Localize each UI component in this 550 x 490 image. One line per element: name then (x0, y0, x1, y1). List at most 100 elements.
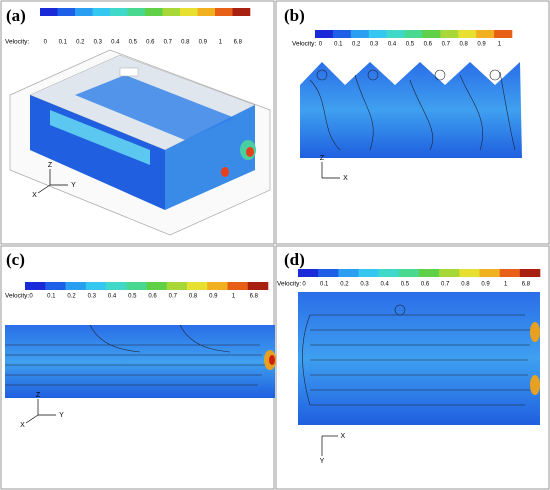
colorbar-segment (519, 269, 541, 277)
colorbar-tick: 0.4 (388, 42, 397, 48)
colorbar-segment (92, 8, 111, 16)
colorbar-tick: 0.3 (370, 42, 379, 48)
colorbar-segment (187, 282, 208, 290)
colorbar-tick: 0.6 (421, 282, 430, 288)
colorbar-segment (85, 282, 107, 290)
colorbar-tick: 0.5 (401, 282, 410, 288)
colorbar-segment (45, 282, 66, 290)
colorbar-segment (476, 30, 495, 38)
colorbar-tick: 0 (302, 282, 306, 288)
colorbar-tick: 0.7 (441, 282, 450, 288)
colorbar-tick: 0.4 (108, 294, 117, 300)
colorbar-segment (440, 30, 459, 38)
colorbar-segment (439, 269, 460, 277)
colorbar-tick: 0.2 (76, 40, 85, 46)
colorbar-segment (75, 8, 93, 16)
colorbar-tick: 0.3 (94, 40, 103, 46)
colorbar-tick: 0.9 (481, 282, 490, 288)
colorbar-segment (146, 282, 168, 290)
colorbar-tick: 6.8 (522, 282, 531, 288)
legend-title: Velocity: (277, 281, 301, 288)
colorbar-tick: 0.1 (334, 42, 343, 48)
colorbar-segment (479, 269, 500, 277)
axis-label: X (340, 433, 345, 440)
colorbar-tick: 0 (29, 294, 33, 300)
colorbar-segment (378, 269, 400, 277)
colorbar-segment (207, 282, 228, 290)
axis-label: X (32, 192, 37, 199)
axis-label: Y (320, 458, 325, 465)
colorbar-segment (180, 8, 198, 16)
legend-title: Velocity: (5, 293, 29, 300)
colorbar-segment (358, 269, 379, 277)
flow-field-d (298, 292, 540, 425)
axis-label: Z (36, 392, 41, 399)
colorbar-segment (227, 282, 249, 290)
colorbar-segment (232, 8, 251, 16)
colorbar-segment (338, 269, 359, 277)
axis-label: Y (71, 182, 76, 189)
colorbar-segment (126, 282, 147, 290)
colorbar-tick: 0 (44, 40, 48, 46)
colorbar-segment (318, 269, 339, 277)
colorbar-tick: 0.3 (88, 294, 97, 300)
colorbar-tick: 0.5 (129, 40, 138, 46)
colorbar-segment (494, 30, 513, 38)
colorbar-segment (110, 8, 128, 16)
colorbar-tick: 1 (498, 42, 502, 48)
colorbar-tick: 0.7 (164, 40, 173, 46)
colorbar-segment (499, 269, 521, 277)
axis-arrow (37, 184, 51, 194)
colorbar-tick: 6.8 (250, 294, 259, 300)
axis-label: X (20, 422, 25, 429)
colorbar-tick: 0.6 (146, 40, 155, 46)
colorbar-segment (65, 282, 87, 290)
colorbar-tick: 0.5 (128, 294, 137, 300)
colorbar-segment (166, 282, 188, 290)
colorbar-tick: 0.4 (111, 40, 120, 46)
colorbar-segment (25, 282, 46, 290)
colorbar-segment (350, 30, 370, 38)
colorbar-tick: 1 (504, 282, 508, 288)
colorbar-segment (247, 282, 269, 290)
axis-label: X (343, 175, 348, 182)
colorbar-segment (458, 30, 477, 38)
colorbar-tick: 0.5 (406, 42, 415, 48)
colorbar-tick: 0.9 (477, 42, 486, 48)
colorbar-tick: 0.2 (340, 282, 349, 288)
colorbar-segment (398, 269, 420, 277)
colorbar-tick: 0.3 (360, 282, 369, 288)
panel-label: (c) (6, 250, 25, 269)
colorbar-segment (404, 30, 423, 38)
axis-label: Z (48, 162, 53, 169)
colorbar-tick: 0.6 (424, 42, 433, 48)
flow-field-b (300, 62, 522, 158)
colorbar-tick: 0.2 (352, 42, 361, 48)
colorbar-segment (145, 8, 163, 16)
colorbar-segment (162, 8, 181, 16)
colorbar-segment (215, 8, 233, 16)
colorbar-segment (40, 8, 58, 16)
colorbar-tick: 0.7 (442, 42, 451, 48)
colorbar-segment (298, 269, 319, 277)
colorbar-segment (332, 30, 352, 38)
colorbar-segment (459, 269, 480, 277)
colorbar-tick: 0.9 (199, 40, 208, 46)
panel-label: (b) (284, 6, 305, 25)
colorbar-tick: 0.4 (381, 282, 390, 288)
colorbar-segment (57, 8, 76, 16)
colorbar-tick: 0.8 (461, 282, 470, 288)
colorbar-segment (197, 8, 216, 16)
colorbar-segment (422, 30, 441, 38)
colorbar-tick: 0.8 (181, 40, 190, 46)
colorbar-segment (127, 8, 146, 16)
colorbar-tick: 1 (219, 40, 223, 46)
colorbar-tick: 6.8 (234, 40, 243, 46)
colorbar-segment (419, 269, 440, 277)
colorbar-tick: 0.9 (209, 294, 218, 300)
colorbar-segment (106, 282, 127, 290)
flow-field-c (5, 324, 276, 398)
colorbar-segment (315, 30, 334, 38)
colorbar-tick: 0.6 (148, 294, 157, 300)
